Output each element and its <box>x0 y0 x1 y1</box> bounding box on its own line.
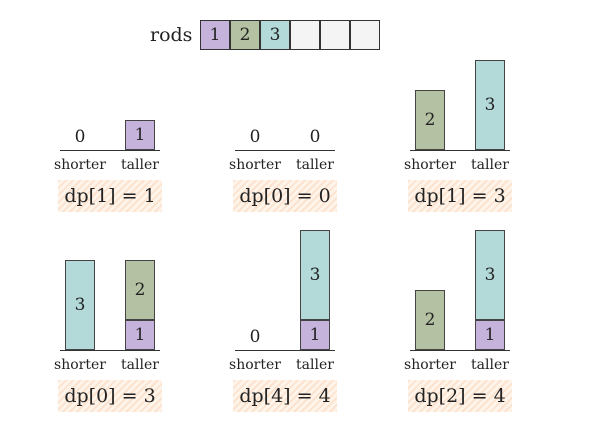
rod-cell-2: 2 <box>230 20 260 50</box>
rod-cell-empty <box>290 20 320 50</box>
shorter-label: shorter <box>54 157 106 173</box>
dp-label: dp[0] = 0 <box>233 180 337 212</box>
dp-label: dp[4] = 4 <box>233 380 337 412</box>
rod-cell-1: 1 <box>200 20 230 50</box>
shorter-zero: 0 <box>249 327 261 347</box>
dp-label: dp[0] = 3 <box>58 380 162 412</box>
block-rod-2: 2 <box>415 90 445 150</box>
taller-label: taller <box>121 357 159 373</box>
block-rod-1: 1 <box>475 320 505 350</box>
dp-label: dp[2] = 4 <box>408 380 512 412</box>
shorter-zero: 0 <box>249 127 261 147</box>
shorter-zero: 0 <box>74 127 86 147</box>
block-rod-2: 2 <box>415 290 445 350</box>
taller-label: taller <box>471 357 509 373</box>
block-rod-1: 1 <box>125 320 155 350</box>
rod-cell-empty <box>320 20 350 50</box>
rod-cell-3: 3 <box>260 20 290 50</box>
shorter-label: shorter <box>229 157 281 173</box>
taller-zero: 0 <box>309 127 321 147</box>
shorter-label: shorter <box>404 357 456 373</box>
baseline <box>235 350 335 351</box>
dp-label: dp[1] = 3 <box>408 180 512 212</box>
baseline <box>410 150 510 151</box>
block-rod-1: 1 <box>125 120 155 150</box>
block-rod-1: 1 <box>300 320 330 350</box>
block-rod-3: 3 <box>300 230 330 320</box>
taller-label: taller <box>296 157 334 173</box>
rod-cell-empty <box>350 20 380 50</box>
taller-label: taller <box>296 357 334 373</box>
block-rod-3: 3 <box>475 60 505 150</box>
taller-label: taller <box>121 157 159 173</box>
block-rod-2: 2 <box>125 260 155 320</box>
shorter-label: shorter <box>229 357 281 373</box>
shorter-label: shorter <box>404 157 456 173</box>
rods-label: rods <box>150 24 193 46</box>
block-rod-3: 3 <box>475 230 505 320</box>
shorter-label: shorter <box>54 357 106 373</box>
block-rod-3: 3 <box>65 260 95 350</box>
baseline <box>410 350 510 351</box>
dp-label: dp[1] = 1 <box>58 180 162 212</box>
baseline <box>60 150 160 151</box>
baseline <box>235 150 335 151</box>
taller-label: taller <box>471 157 509 173</box>
baseline <box>60 350 160 351</box>
